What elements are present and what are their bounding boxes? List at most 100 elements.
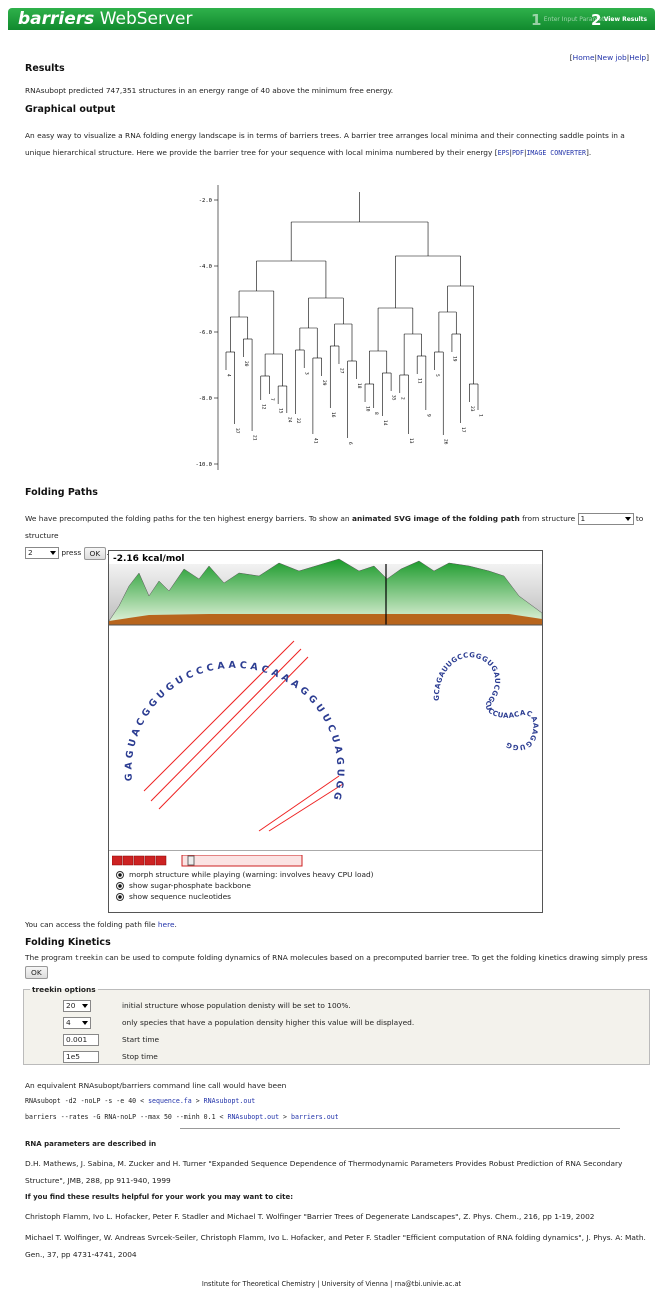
link[interactable]: here — [157, 920, 175, 929]
text: > — [191, 1097, 204, 1105]
leaf-label: 20 — [243, 361, 249, 367]
bracket: [ — [494, 148, 498, 157]
select[interactable]: 20 — [63, 1000, 91, 1012]
text: You can access the folding path file her… — [25, 918, 177, 932]
heading: Graphical output — [25, 104, 116, 115]
control-button[interactable] — [122, 855, 134, 866]
select[interactable]: 2 — [25, 547, 59, 559]
animation: -2.16 kcal/mol GAGUACGGUGUCCCAACACAAAGGU… — [109, 551, 542, 851]
leaf-label: 21 — [252, 435, 258, 441]
option-label: show sequence nucleotides — [129, 892, 232, 901]
leaf-label: 18 — [356, 383, 362, 389]
bracket: ] — [646, 53, 649, 62]
leaf-label: 7 — [269, 398, 275, 401]
slider[interactable] — [181, 854, 303, 867]
link[interactable]: EPS — [497, 149, 510, 157]
nav-link[interactable]: New job — [597, 53, 627, 62]
file-link[interactable]: sequence.fa — [148, 1097, 192, 1105]
leaf-label: 24 — [286, 417, 292, 423]
paragraph: The program treekin can be used to compu… — [25, 951, 650, 979]
select[interactable]: 4 — [63, 1017, 91, 1029]
heading: Results — [25, 63, 65, 74]
controls — [111, 854, 303, 867]
control-button[interactable] — [155, 855, 167, 866]
landscape-base — [109, 614, 542, 625]
file-link[interactable]: RNAsubopt.out — [227, 1113, 280, 1121]
ok-button[interactable]: OK — [83, 546, 107, 560]
step-number: 2 — [591, 11, 602, 29]
axis-label: -10.0 — [195, 462, 212, 468]
leaf-label: 19 — [451, 356, 457, 362]
leaf-label: 15 — [278, 408, 284, 414]
option[interactable]: morph structure while playing (warning: … — [112, 869, 374, 880]
link[interactable]: PDF — [512, 149, 524, 157]
axis-label: -4.0 — [199, 264, 212, 270]
ok-button[interactable]: OK — [25, 965, 48, 979]
text: . — [106, 548, 108, 557]
separator: | — [523, 148, 527, 157]
option[interactable]: show sequence nucleotides — [112, 891, 374, 902]
separator: | — [594, 53, 598, 62]
structure-sequence: GCAGAUUGCCGGGUGAUCGGCUCCUAACACAAAGGUGG — [433, 651, 539, 751]
paragraph: We have precomputed the folding paths fo… — [25, 510, 645, 561]
step-number: 1 — [531, 11, 542, 29]
base-pair — [258, 775, 340, 832]
slider-handle[interactable] — [187, 855, 195, 866]
nav: [Home|New job|Help] — [570, 53, 649, 62]
bracket: [ — [569, 53, 573, 62]
text: to structure — [25, 514, 644, 540]
legend: treekin options — [32, 985, 96, 994]
step-label: View Results — [603, 16, 648, 23]
sequence: GCAGAUUGCCGGGUGAUCGGCUCCUAACACAAAGGUGG — [433, 651, 539, 751]
file-link[interactable]: barriers.out — [291, 1113, 339, 1121]
text: An equivalent RNAsubopt/barriers command… — [25, 1081, 287, 1090]
step: 2 View Results — [591, 11, 648, 29]
footer: Institute for Theoretical Chemistry | Un… — [201, 1280, 462, 1288]
leaf-label: 3 — [304, 372, 310, 375]
control-button[interactable] — [133, 855, 145, 866]
logo[interactable]: barriers WebServer — [18, 9, 193, 29]
nav-link[interactable]: Help — [629, 53, 647, 62]
axis-label: -6.0 — [199, 330, 212, 336]
option-row: 0.001 Start time — [30, 1032, 643, 1049]
file-link[interactable]: RNAsubopt.out — [203, 1097, 256, 1105]
leaf-label: 6 — [347, 442, 353, 445]
leaf-label: 5 — [434, 374, 440, 377]
heading: Folding Kinetics — [25, 937, 111, 948]
logo-text: WebServer — [99, 9, 193, 29]
treekin-options: treekin options 20 initial structure whos… — [23, 985, 650, 1065]
option-rows: 20 initial structure whose population den… — [30, 998, 643, 1066]
rule — [180, 1128, 620, 1129]
citation: Michael T. Wolfinger, W. Andreas Svrcek-… — [25, 1233, 646, 1259]
nav-link[interactable]: Home — [572, 53, 595, 62]
leaf-label: 27 — [338, 368, 344, 374]
input[interactable]: 1e5 — [63, 1051, 99, 1063]
description: Stop time — [122, 1052, 158, 1061]
text: The program — [25, 953, 75, 962]
input[interactable]: 0.001 — [63, 1034, 99, 1046]
leaf-label: 16 — [330, 412, 336, 418]
control-button[interactable] — [144, 855, 156, 866]
option[interactable]: show sugar-phosphate backbone — [112, 880, 374, 891]
option-row: 4 only species that have a population den… — [30, 1015, 643, 1032]
leaf-label: 26 — [443, 439, 449, 445]
control-button[interactable] — [111, 855, 123, 866]
separator: | — [509, 148, 513, 157]
option-label: morph structure while playing (warning: … — [129, 870, 374, 879]
axis-label: -8.0 — [199, 396, 212, 402]
leaf-label: 37 — [234, 428, 240, 434]
header: barriers WebServer 1 Enter Input Paramet… — [8, 8, 655, 30]
leaf-label: 4 — [226, 374, 232, 377]
leaf-label: 13 — [408, 438, 414, 444]
bracket: ]. — [585, 148, 592, 157]
option-label: show sugar-phosphate backbone — [129, 881, 251, 890]
link[interactable]: IMAGE CONVERTER — [526, 149, 586, 157]
select[interactable]: 1 — [577, 513, 634, 525]
base-pair — [150, 648, 302, 802]
text: RNAsubopt predicted 747,351 structures i… — [25, 86, 394, 95]
text: An easy way to visualize a RNA folding e… — [25, 131, 625, 157]
leaf-label: 41 — [312, 438, 318, 444]
base-pair — [143, 640, 295, 792]
